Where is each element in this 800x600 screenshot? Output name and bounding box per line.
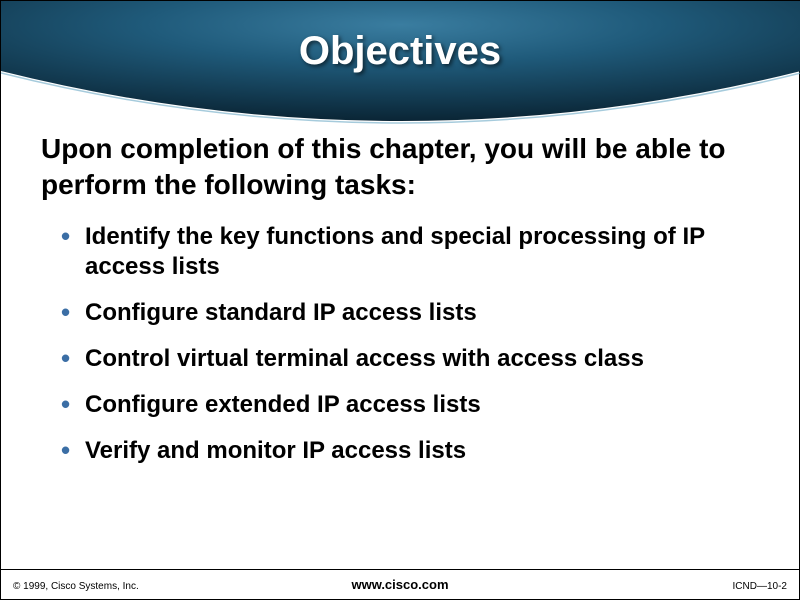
bullet-item: Verify and monitor IP access lists [61,436,759,466]
slide-content: Upon completion of this chapter, you wil… [41,131,759,482]
bullet-item: Identify the key functions and special p… [61,222,759,282]
bullet-item: Configure extended IP access lists [61,390,759,420]
footer-slide-ref: ICND—10-2 [733,581,787,592]
bullet-item: Configure standard IP access lists [61,298,759,328]
intro-text: Upon completion of this chapter, you wil… [41,131,759,204]
footer: © 1999, Cisco Systems, Inc. www.cisco.co… [1,569,799,599]
slide-title: Objectives [1,29,799,74]
bullet-list: Identify the key functions and special p… [41,222,759,466]
footer-url: www.cisco.com [1,577,799,592]
bullet-item: Control virtual terminal access with acc… [61,344,759,374]
